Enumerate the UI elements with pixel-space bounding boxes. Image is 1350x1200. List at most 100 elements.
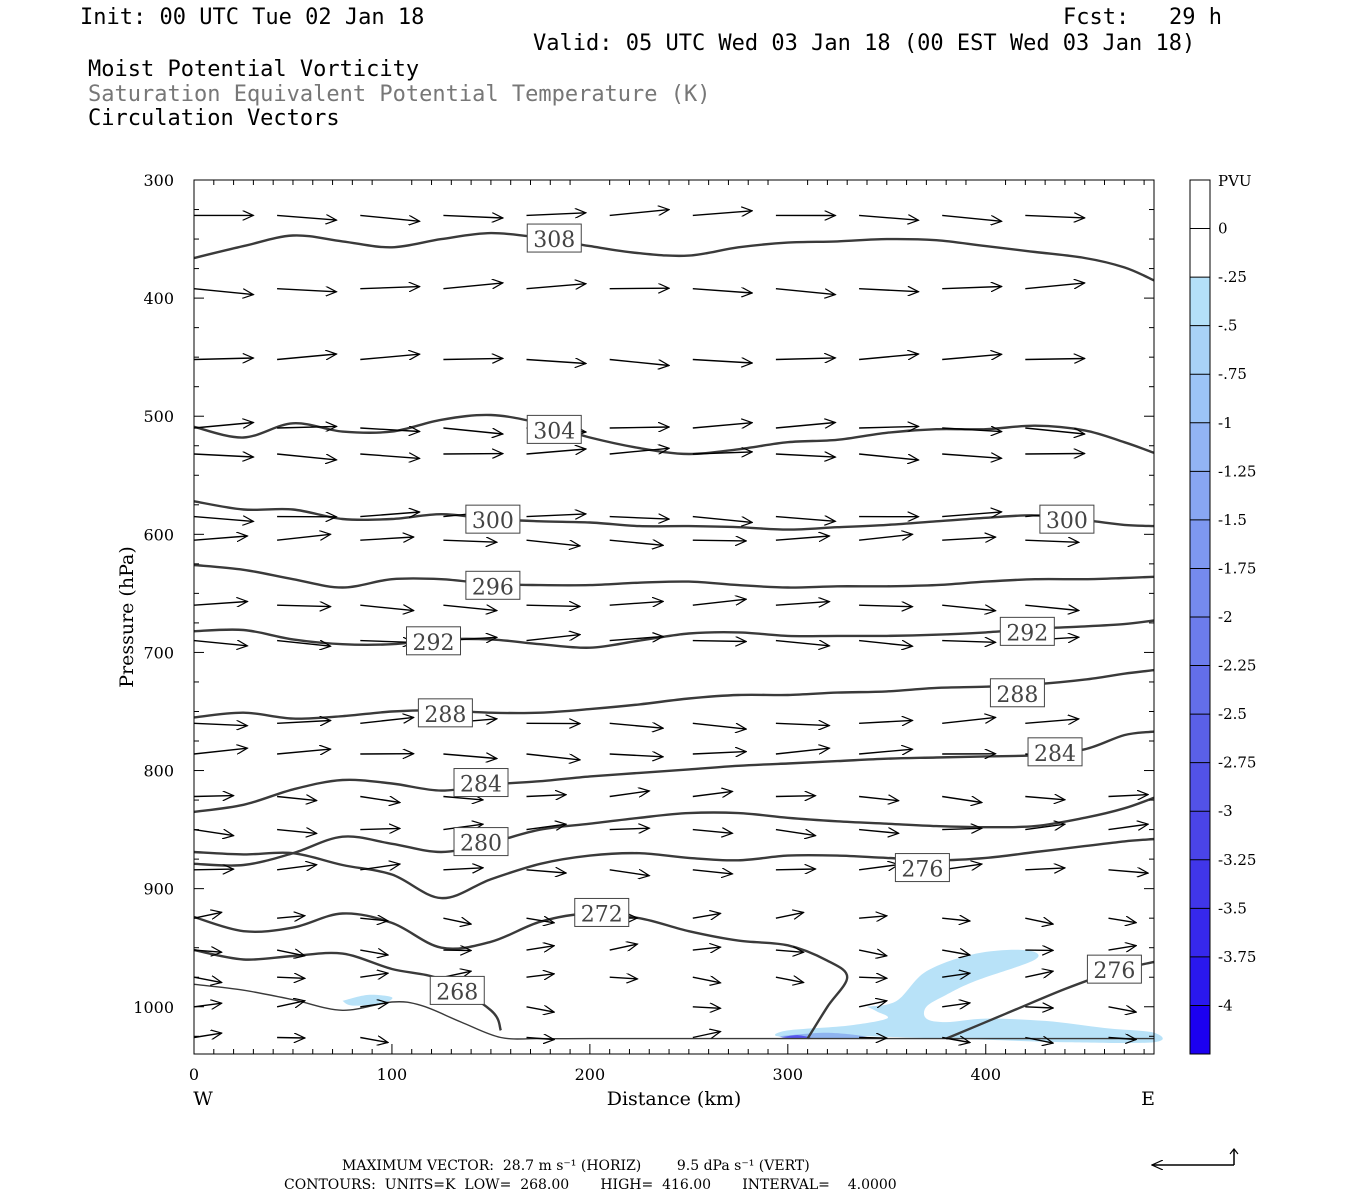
circulation-vector — [443, 427, 502, 434]
circulation-vector — [692, 452, 752, 454]
west-label: W — [193, 1088, 213, 1110]
colorbar-tick-label: 0 — [1218, 220, 1228, 238]
circulation-vector — [858, 1001, 887, 1007]
east-label: E — [1141, 1088, 1155, 1110]
circulation-vector — [360, 641, 413, 643]
theta-es-contour — [193, 500, 1155, 531]
circulation-vector — [942, 950, 970, 955]
circulation-vector — [692, 360, 752, 364]
contour-label: 300 — [1046, 509, 1088, 534]
circulation-vector — [360, 973, 388, 977]
contour-label: 288 — [424, 703, 466, 728]
colorbar-tick-label: -2.25 — [1218, 657, 1256, 675]
circulation-vector — [277, 605, 331, 606]
x-tick-label: 0 — [189, 1065, 199, 1084]
circulation-vector — [942, 828, 982, 829]
theta-es-contour — [193, 730, 1155, 814]
circulation-vector — [1025, 971, 1053, 977]
circulation-vector — [609, 517, 669, 520]
colorbar-swatch — [1190, 908, 1210, 958]
circulation-vector — [609, 601, 663, 605]
circulation-vector — [692, 599, 746, 606]
circulation-vector — [360, 795, 400, 803]
circulation-vector — [277, 639, 331, 647]
circulation-vector — [775, 641, 830, 646]
circulation-vector — [526, 284, 586, 289]
circulation-vector — [609, 723, 663, 728]
circulation-vector — [692, 515, 752, 523]
forecast-hour: Fcst: 29 h — [1063, 5, 1222, 30]
circulation-vector — [942, 641, 995, 643]
circulation-vector — [1108, 824, 1149, 829]
circulation-vector — [360, 864, 400, 870]
circulation-vector — [360, 950, 388, 955]
colorbar-tick-label: -2 — [1218, 608, 1233, 626]
circulation-vector — [1025, 1038, 1053, 1044]
circulation-vector — [859, 605, 912, 607]
colorbar-swatch — [1190, 471, 1210, 521]
contour-label-box — [999, 616, 1055, 646]
circulation-vector — [1108, 918, 1137, 923]
circulation-vector — [942, 354, 1001, 359]
colorbar-swatch — [1190, 325, 1210, 375]
circulation-vector — [859, 977, 887, 978]
y-tick-label: 600 — [143, 525, 174, 544]
circulation-vector — [859, 534, 912, 541]
circulation-vector — [1025, 918, 1053, 924]
circulation-vector — [360, 537, 413, 540]
circulation-vector — [443, 283, 502, 290]
circulation-vector — [360, 287, 419, 289]
circulation-vector — [859, 354, 918, 361]
circulation-vector — [609, 427, 669, 428]
field-title-vectors: Circulation Vectors — [88, 106, 340, 131]
y-axis-label: Pressure (hPa) — [116, 546, 138, 688]
circulation-vector — [276, 950, 305, 956]
circulation-vector — [193, 912, 222, 918]
circulation-vector — [193, 536, 247, 540]
contour-label: 292 — [1006, 621, 1048, 646]
circulation-vector — [277, 534, 331, 541]
colorbar-swatch — [1190, 568, 1210, 618]
colorbar-tick-label: -3.25 — [1218, 851, 1256, 869]
circulation-vector — [277, 830, 317, 834]
circulation-vector — [609, 288, 669, 289]
y-tick-label: 800 — [143, 762, 174, 781]
colorbar-tick-label: -.75 — [1218, 365, 1247, 383]
contour-label-box — [894, 853, 950, 883]
circulation-vector — [277, 916, 305, 919]
circulation-vector — [360, 454, 419, 458]
circulation-vector — [193, 454, 253, 457]
circulation-vector — [609, 754, 663, 757]
contour-label: 276 — [1093, 959, 1135, 984]
circulation-vector — [692, 722, 746, 729]
colorbar-swatch — [1190, 811, 1210, 861]
circulation-vector — [193, 796, 234, 797]
circulation-vector — [692, 211, 752, 216]
circulation-vector — [526, 918, 555, 923]
colorbar-swatch — [1190, 714, 1210, 764]
field-title-mpv: Moist Potential Vorticity — [88, 57, 420, 82]
circulation-vector — [443, 797, 483, 800]
x-tick-label: 400 — [970, 1065, 1001, 1084]
circulation-vector — [942, 512, 1001, 517]
circulation-vector — [775, 358, 835, 360]
contour-label: 284 — [460, 773, 502, 798]
theta-es-contour — [193, 837, 1155, 900]
circulation-vector — [443, 824, 483, 829]
circulation-vector — [360, 428, 419, 432]
circulation-vector — [526, 753, 581, 760]
circulation-vector — [692, 423, 752, 429]
circulation-vector — [277, 1038, 305, 1039]
circulation-vector — [443, 358, 502, 359]
circulation-vector — [942, 717, 995, 724]
circulation-vector — [526, 795, 567, 797]
circulation-vector — [858, 950, 887, 956]
circulation-vector — [526, 514, 586, 517]
circulation-vector — [443, 540, 496, 542]
circulation-vector — [942, 537, 995, 540]
colorbar-swatch — [1190, 180, 1210, 230]
y-tick-label: 400 — [143, 289, 174, 308]
circulation-vector — [609, 210, 669, 217]
y-tick-label: 900 — [143, 880, 174, 899]
circulation-vector — [692, 641, 746, 642]
